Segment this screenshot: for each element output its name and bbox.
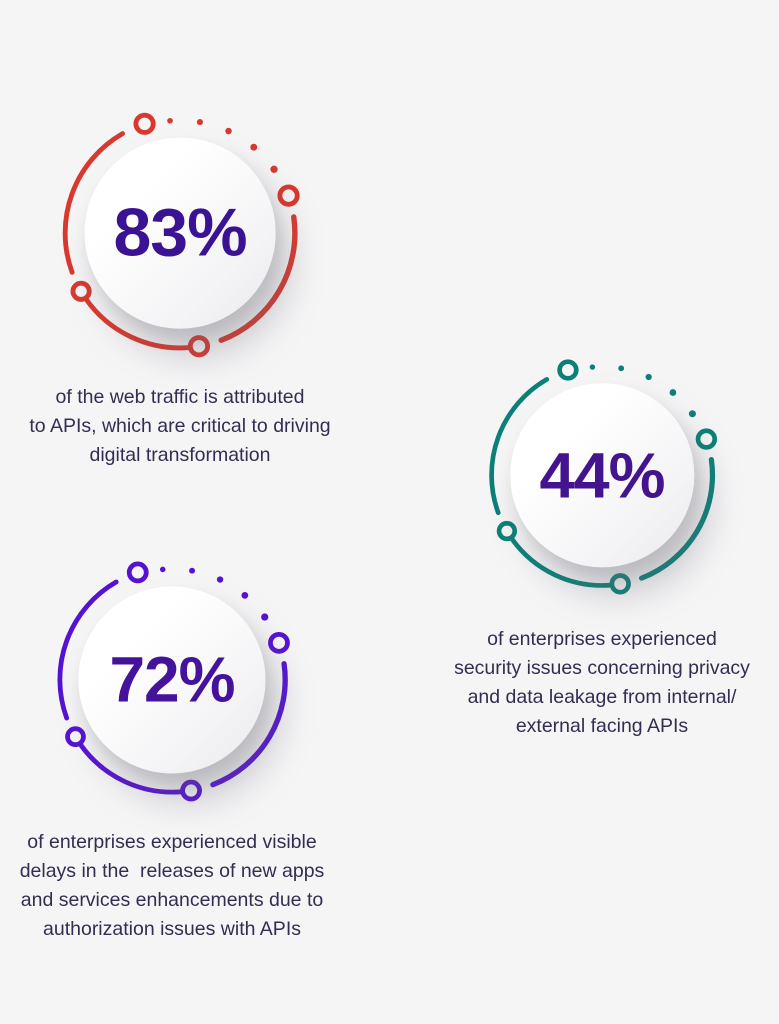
stat-caption: of the web traffic is attributed to APIs… [29,386,331,466]
decorative-arc-ring [62,112,300,358]
stat-circle: 44% [510,383,694,567]
decorative-arc-ring [489,359,718,595]
stat-badge: 83% [50,103,310,363]
stat-caption: of enterprises experienced security issu… [454,628,750,737]
stat-card-release-delays: 72% of enterprises experienced visible d… [2,552,342,944]
stat-circle: 83% [84,137,276,329]
stat-badge: 44% [477,350,727,600]
stat-card-web-traffic: 83% of the web traffic is attributed to … [20,103,340,470]
decorative-arc-ring [57,561,290,802]
stat-caption: of enterprises experienced visible delay… [19,831,325,940]
stat-badge: 72% [45,552,300,807]
stat-value: 44% [539,439,665,511]
stat-value: 83% [113,194,247,271]
stat-circle: 72% [78,585,266,774]
stat-value: 72% [109,643,235,716]
stat-card-security-issues: 44% of enterprises experienced security … [432,350,772,741]
